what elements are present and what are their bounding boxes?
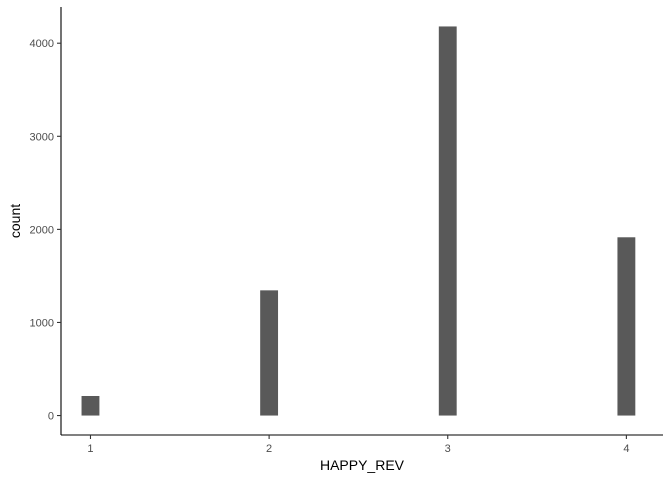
y-tick-label: 2000: [30, 224, 54, 236]
y-tick-label: 4000: [30, 38, 54, 50]
x-ticks-group: 1 2 3 4: [87, 435, 629, 455]
bar-3: [438, 26, 457, 416]
y-tick-label: 0: [48, 411, 54, 423]
axes-group: [60, 7, 663, 436]
x-tick-label: 4: [623, 443, 629, 455]
x-tick-label: 1: [87, 443, 93, 455]
bar-2: [260, 290, 279, 416]
y-tick-label: 3000: [30, 131, 54, 143]
bars-group: [81, 26, 636, 416]
bar-1: [81, 395, 100, 416]
x-axis-title: HAPPY_REV: [320, 457, 405, 473]
y-ticks-group: 0 1000 2000 3000 4000: [30, 38, 61, 423]
x-tick-label: 2: [266, 443, 272, 455]
y-axis-title: count: [7, 204, 23, 238]
y-tick-label: 1000: [30, 317, 54, 329]
bar-4: [617, 237, 636, 416]
x-tick-label: 3: [445, 443, 451, 455]
